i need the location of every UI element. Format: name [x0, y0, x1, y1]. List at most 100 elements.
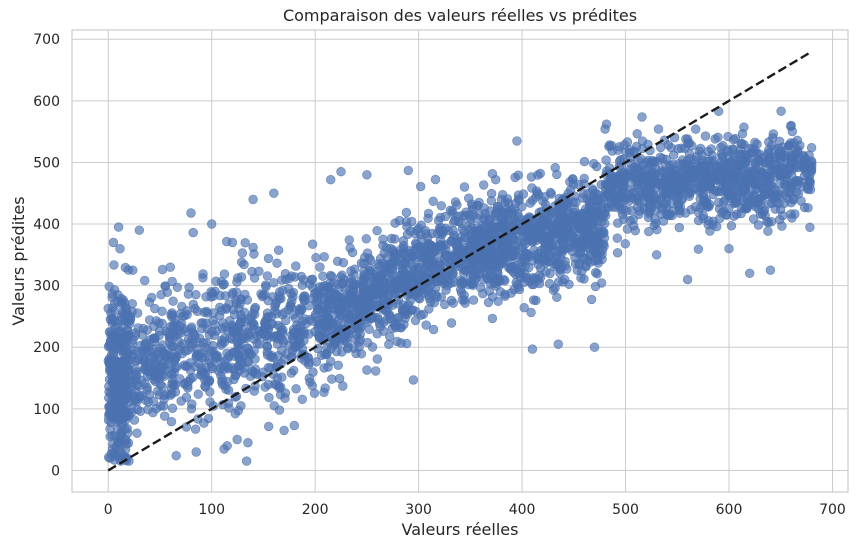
data-point: [151, 403, 162, 414]
data-point: [659, 188, 669, 199]
data-point: [467, 278, 477, 289]
data-point: [299, 295, 310, 305]
data-point: [723, 131, 733, 142]
data-point: [684, 138, 694, 148]
data-point: [579, 156, 590, 167]
data-point: [331, 289, 341, 300]
data-point: [522, 273, 532, 283]
data-point: [493, 296, 503, 306]
data-point: [676, 167, 686, 178]
data-point: [396, 244, 407, 254]
data-point: [483, 297, 494, 308]
data-point: [402, 338, 412, 349]
data-point: [777, 221, 787, 231]
data-point: [172, 282, 183, 292]
data-point: [315, 319, 325, 329]
data-point: [739, 139, 749, 150]
data-point: [467, 201, 478, 212]
data-point: [492, 267, 503, 277]
x-tick-label: 500: [612, 502, 639, 518]
data-point: [134, 225, 145, 235]
data-point: [207, 326, 217, 337]
data-point: [252, 338, 262, 349]
data-point: [327, 374, 337, 384]
data-point: [554, 203, 565, 214]
data-point: [128, 265, 138, 275]
data-point: [552, 169, 562, 180]
data-point: [185, 365, 196, 375]
data-point: [198, 273, 208, 283]
data-point: [693, 185, 704, 195]
data-point: [271, 380, 281, 390]
data-point: [136, 340, 146, 350]
data-point: [568, 220, 578, 230]
data-point: [263, 253, 274, 264]
data-point: [109, 298, 120, 308]
y-tick-label: 700: [33, 32, 60, 48]
data-point: [738, 183, 749, 194]
y-tick-label: 300: [33, 279, 60, 295]
data-point: [738, 196, 748, 206]
data-point: [626, 205, 637, 216]
data-point: [765, 173, 775, 183]
data-point: [112, 385, 123, 396]
data-point: [446, 295, 457, 306]
data-point: [580, 220, 590, 230]
data-point: [168, 296, 178, 306]
data-point: [569, 207, 579, 218]
data-point: [556, 228, 566, 239]
data-point: [519, 256, 529, 267]
data-point: [175, 309, 185, 319]
data-point: [747, 163, 757, 173]
data-point: [286, 368, 297, 378]
data-point: [269, 188, 279, 198]
data-point: [144, 297, 155, 307]
data-point: [415, 294, 425, 304]
data-point: [221, 384, 231, 394]
data-point: [552, 292, 562, 302]
data-point: [219, 361, 230, 371]
data-point: [723, 180, 734, 190]
data-point: [735, 149, 745, 159]
data-point: [622, 137, 633, 147]
data-point: [157, 340, 168, 350]
data-point: [412, 243, 422, 253]
data-point: [377, 258, 387, 269]
data-point: [322, 349, 332, 359]
data-point: [162, 287, 173, 297]
data-point: [279, 425, 289, 436]
data-point: [196, 370, 207, 380]
data-point: [371, 366, 381, 376]
data-point: [744, 268, 755, 278]
data-point: [538, 215, 548, 225]
data-point: [240, 238, 250, 248]
data-point: [260, 290, 270, 300]
data-point: [604, 192, 615, 203]
data-point: [720, 195, 730, 205]
data-point: [661, 154, 672, 165]
data-point: [244, 348, 254, 358]
data-point: [129, 415, 140, 425]
data-point: [545, 268, 555, 279]
data-point: [726, 221, 737, 231]
data-point: [662, 210, 672, 220]
data-point: [169, 367, 179, 377]
data-point: [126, 407, 137, 417]
data-point: [513, 194, 524, 204]
data-point: [344, 235, 354, 245]
data-point: [241, 456, 252, 466]
data-point: [190, 303, 200, 314]
data-point: [245, 371, 256, 381]
data-point: [448, 209, 458, 219]
data-point: [111, 442, 122, 452]
data-point: [410, 229, 420, 239]
data-point: [372, 354, 382, 364]
data-point: [191, 447, 201, 457]
data-point: [535, 168, 545, 179]
data-point: [457, 224, 468, 234]
data-point: [388, 245, 398, 255]
data-point: [264, 392, 274, 403]
data-point: [604, 179, 614, 190]
data-point: [693, 244, 704, 254]
